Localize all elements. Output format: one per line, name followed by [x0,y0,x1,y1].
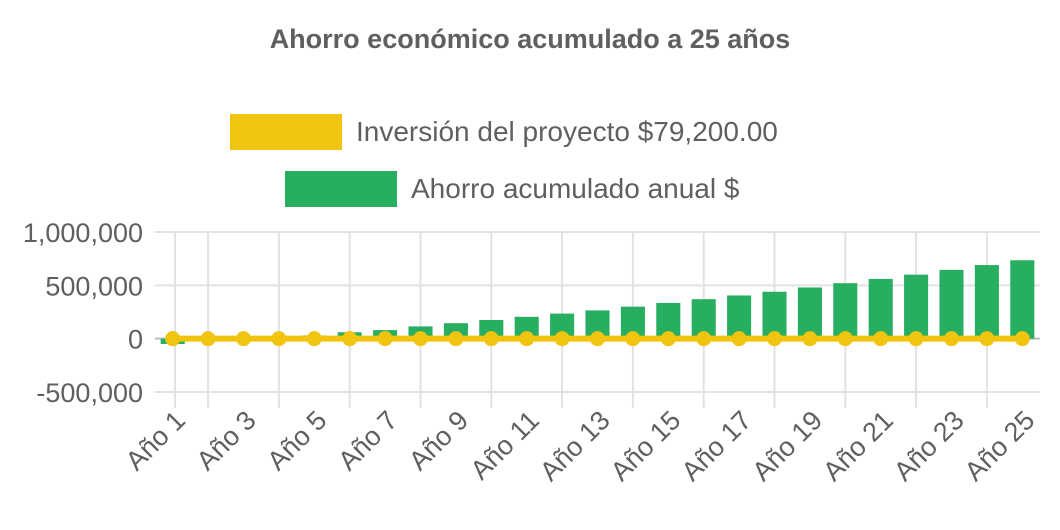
y-axis: 1,000,000 500,000 0 -500,000 [23,218,143,408]
bar-ahorro-10[interactable] [479,320,504,339]
x-tick-label: Año 19 [746,405,828,487]
x-tick-label: Año 13 [534,405,616,487]
line-layer [165,331,1030,347]
bar-ahorro-11[interactable] [514,316,539,339]
x-tick-label: Año 7 [332,405,403,476]
legend-label-inversion: Inversión del proyecto $79,200.00 [356,116,778,147]
legend-swatch-ahorro [285,171,397,207]
point-inversion-8[interactable] [413,331,428,347]
point-inversion-23[interactable] [944,331,959,347]
point-inversion-18[interactable] [767,331,782,347]
legend-swatch-inversion [230,114,342,150]
bar-ahorro-19[interactable] [797,287,822,339]
x-tick-label: Año 11 [465,405,545,485]
point-inversion-12[interactable] [554,331,570,347]
x-tick-label: Año 25 [959,405,1041,487]
x-tick-label: Año 3 [191,405,262,476]
bars-layer [160,260,1035,344]
legend-item-inversion[interactable]: Inversión del proyecto $79,200.00 [230,112,778,152]
point-inversion-22[interactable] [908,331,924,347]
bar-ahorro-22[interactable] [904,274,929,339]
point-inversion-13[interactable] [590,331,605,347]
x-tick-label: Año 15 [605,405,687,487]
point-inversion-2[interactable] [200,331,216,347]
y-tick-label: -500,000 [36,378,143,408]
chart-title: Ahorro económico acumulado a 25 años [269,24,791,54]
point-inversion-6[interactable] [342,331,358,347]
point-inversion-20[interactable] [837,331,853,347]
point-inversion-1[interactable] [165,331,181,347]
point-inversion-4[interactable] [271,331,287,347]
bar-ahorro-18[interactable] [762,291,787,339]
point-inversion-9[interactable] [448,331,464,347]
point-inversion-17[interactable] [731,331,747,347]
bar-ahorro-25[interactable] [1010,260,1035,339]
x-tick-label: Año 21 [817,405,899,487]
x-tick-label: Año 9 [403,405,474,476]
point-inversion-5[interactable] [306,331,322,347]
point-inversion-3[interactable] [236,331,251,347]
point-inversion-21[interactable] [873,331,889,347]
bar-ahorro-20[interactable] [833,283,858,339]
bar-ahorro-23[interactable] [939,269,964,339]
x-tick-label: Año 23 [888,405,970,487]
point-inversion-24[interactable] [979,331,995,347]
point-inversion-11[interactable] [519,331,535,347]
bar-ahorro-21[interactable] [868,278,893,339]
y-tick-label: 0 [128,325,143,355]
y-tick-label: 500,000 [45,271,143,301]
point-inversion-14[interactable] [625,331,641,347]
x-tick-label: Año 17 [676,405,758,487]
y-tick-label: 1,000,000 [23,218,143,248]
x-tick-label: Año 5 [261,405,332,476]
point-inversion-15[interactable] [660,331,676,347]
legend-item-ahorro[interactable]: Ahorro acumulado anual $ [285,169,739,209]
point-inversion-25[interactable] [1014,331,1030,347]
x-tick-label: Año 1 [120,405,191,476]
bar-ahorro-24[interactable] [974,265,999,339]
legend-label-ahorro: Ahorro acumulado anual $ [411,173,740,204]
point-inversion-19[interactable] [802,331,818,347]
point-inversion-7[interactable] [377,331,393,347]
point-inversion-10[interactable] [483,331,499,347]
point-inversion-16[interactable] [696,331,712,347]
